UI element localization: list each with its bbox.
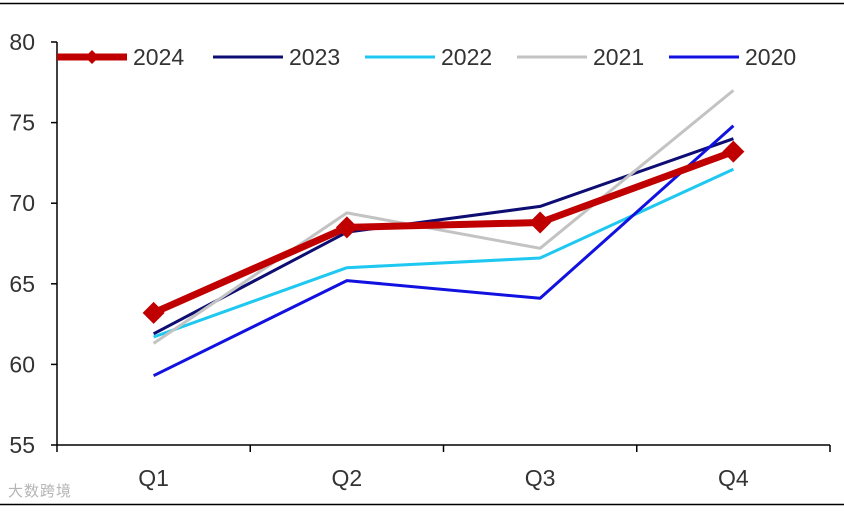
y-tick-label: 55 [9, 432, 35, 458]
y-tick-label: 75 [9, 110, 35, 136]
legend-label-2023: 2023 [289, 44, 340, 70]
legend-label-2024: 2024 [133, 44, 184, 70]
legend-label-2020: 2020 [745, 44, 796, 70]
data-point-2024 [335, 216, 358, 239]
x-tick-label: Q1 [138, 465, 169, 491]
x-tick-label: Q2 [332, 465, 363, 491]
y-tick-label: 80 [9, 29, 35, 55]
series-line-2022 [153, 167, 735, 339]
legend-marker-2024 [85, 50, 99, 64]
data-point-2024 [529, 211, 552, 234]
x-tick-label: Q4 [718, 465, 749, 491]
series-line-2020 [152, 124, 735, 378]
y-tick-label: 65 [9, 271, 35, 297]
y-tick-label: 60 [9, 351, 35, 377]
x-tick-label: Q3 [525, 465, 556, 491]
data-point-2024 [142, 301, 165, 324]
series-line-2023 [152, 137, 734, 336]
legend-label-2022: 2022 [441, 44, 492, 70]
y-tick-label: 70 [9, 190, 35, 216]
series-line-2021 [152, 89, 735, 345]
series-line-2024 [152, 148, 735, 317]
watermark-text: 大数跨境 [8, 482, 73, 500]
data-point-2024 [722, 140, 745, 163]
legend-label-2021: 2021 [593, 44, 644, 70]
